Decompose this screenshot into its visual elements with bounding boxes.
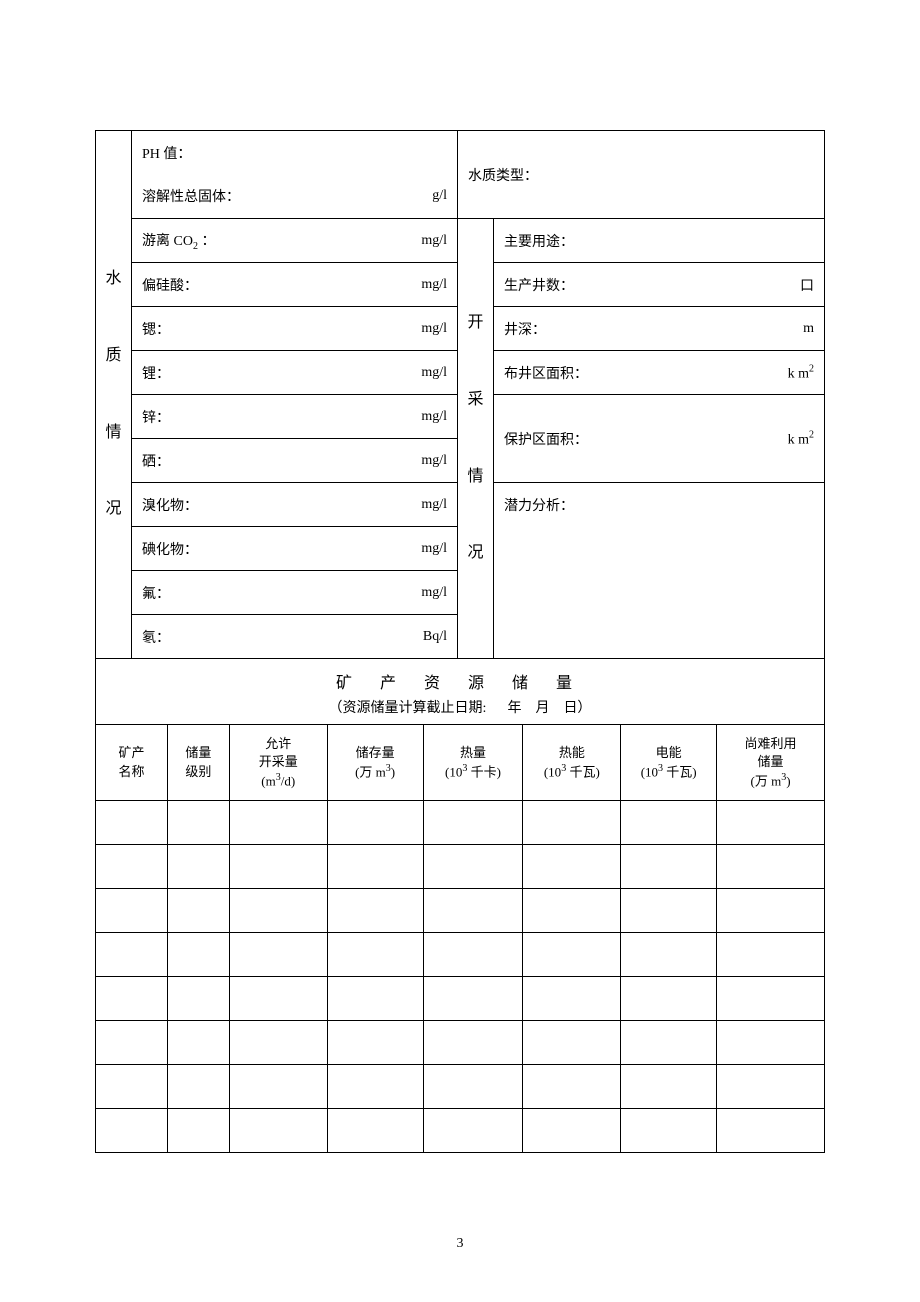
sr-row: 锶： mg/l [132,307,458,351]
col-mineral-name: 矿产 名称 [96,725,168,801]
col-thermal-energy: 热能 (103 千瓦) [523,725,621,801]
use-row: 主要用途： [494,219,825,263]
potential-row: 潜力分析： [494,483,825,527]
col-hard-to-use: 尚难利用 储量 (万 m3) [717,725,825,801]
table-row [96,801,825,845]
ph-row: PH 值： [132,131,458,175]
reserves-header-row: 矿产 名称 储量 级别 允许 开采量 (m3/d) 储存量 (万 m3) 热量 … [96,725,825,801]
sio2-row: 偏硅酸： mg/l [132,263,458,307]
rn-row: 氡： Bq/l [132,615,458,659]
table-row [96,1065,825,1109]
co2-row: 游离 CO2 ： mg/l [132,219,458,263]
water-section-label: 水 质 情 况 [96,131,132,659]
table-row [96,1109,825,1153]
reserves-table: 矿产 名称 储量 级别 允许 开采量 (m3/d) 储存量 (万 m3) 热量 … [95,724,825,1153]
i-row: 碘化物： mg/l [132,527,458,571]
table-row [96,1021,825,1065]
se-row: 硒： mg/l [132,439,458,483]
area-row: 布井区面积： k m2 [494,351,825,395]
br-row: 溴化物： mg/l [132,483,458,527]
zn-row: 锌： mg/l [132,395,458,439]
table-row [96,845,825,889]
tds-row: 溶解性总固体： g/l [132,175,458,219]
li-row: 锂： mg/l [132,351,458,395]
table-row [96,977,825,1021]
col-allowed-extraction: 允许 开采量 (m3/d) [229,725,327,801]
f-row: 氟： mg/l [132,571,458,615]
col-heat: 热量 (103 千卡) [423,725,523,801]
col-storage: 储存量 (万 m3) [327,725,423,801]
table-row [96,933,825,977]
water-quality-table: 水 质 情 况 PH 值： 水质类型： 溶解性总固体： g/l 游离 CO2 ：… [95,130,825,725]
col-electric-energy: 电能 (103 千瓦) [621,725,717,801]
mining-section-label: 开 采 情 况 [458,219,494,659]
table-row [96,889,825,933]
protect-row: 保护区面积： k m2 [494,395,825,483]
depth-row: 井深： m [494,307,825,351]
reserves-section: 矿 产 资 源 储 量 （资源储量计算截止日期: 年 月 日） [96,659,825,726]
wells-row: 生产井数： 口 [494,263,825,307]
water-type-row: 水质类型： [458,131,825,219]
page-number: 3 [0,1236,920,1252]
col-reserve-grade: 储量 级别 [167,725,229,801]
